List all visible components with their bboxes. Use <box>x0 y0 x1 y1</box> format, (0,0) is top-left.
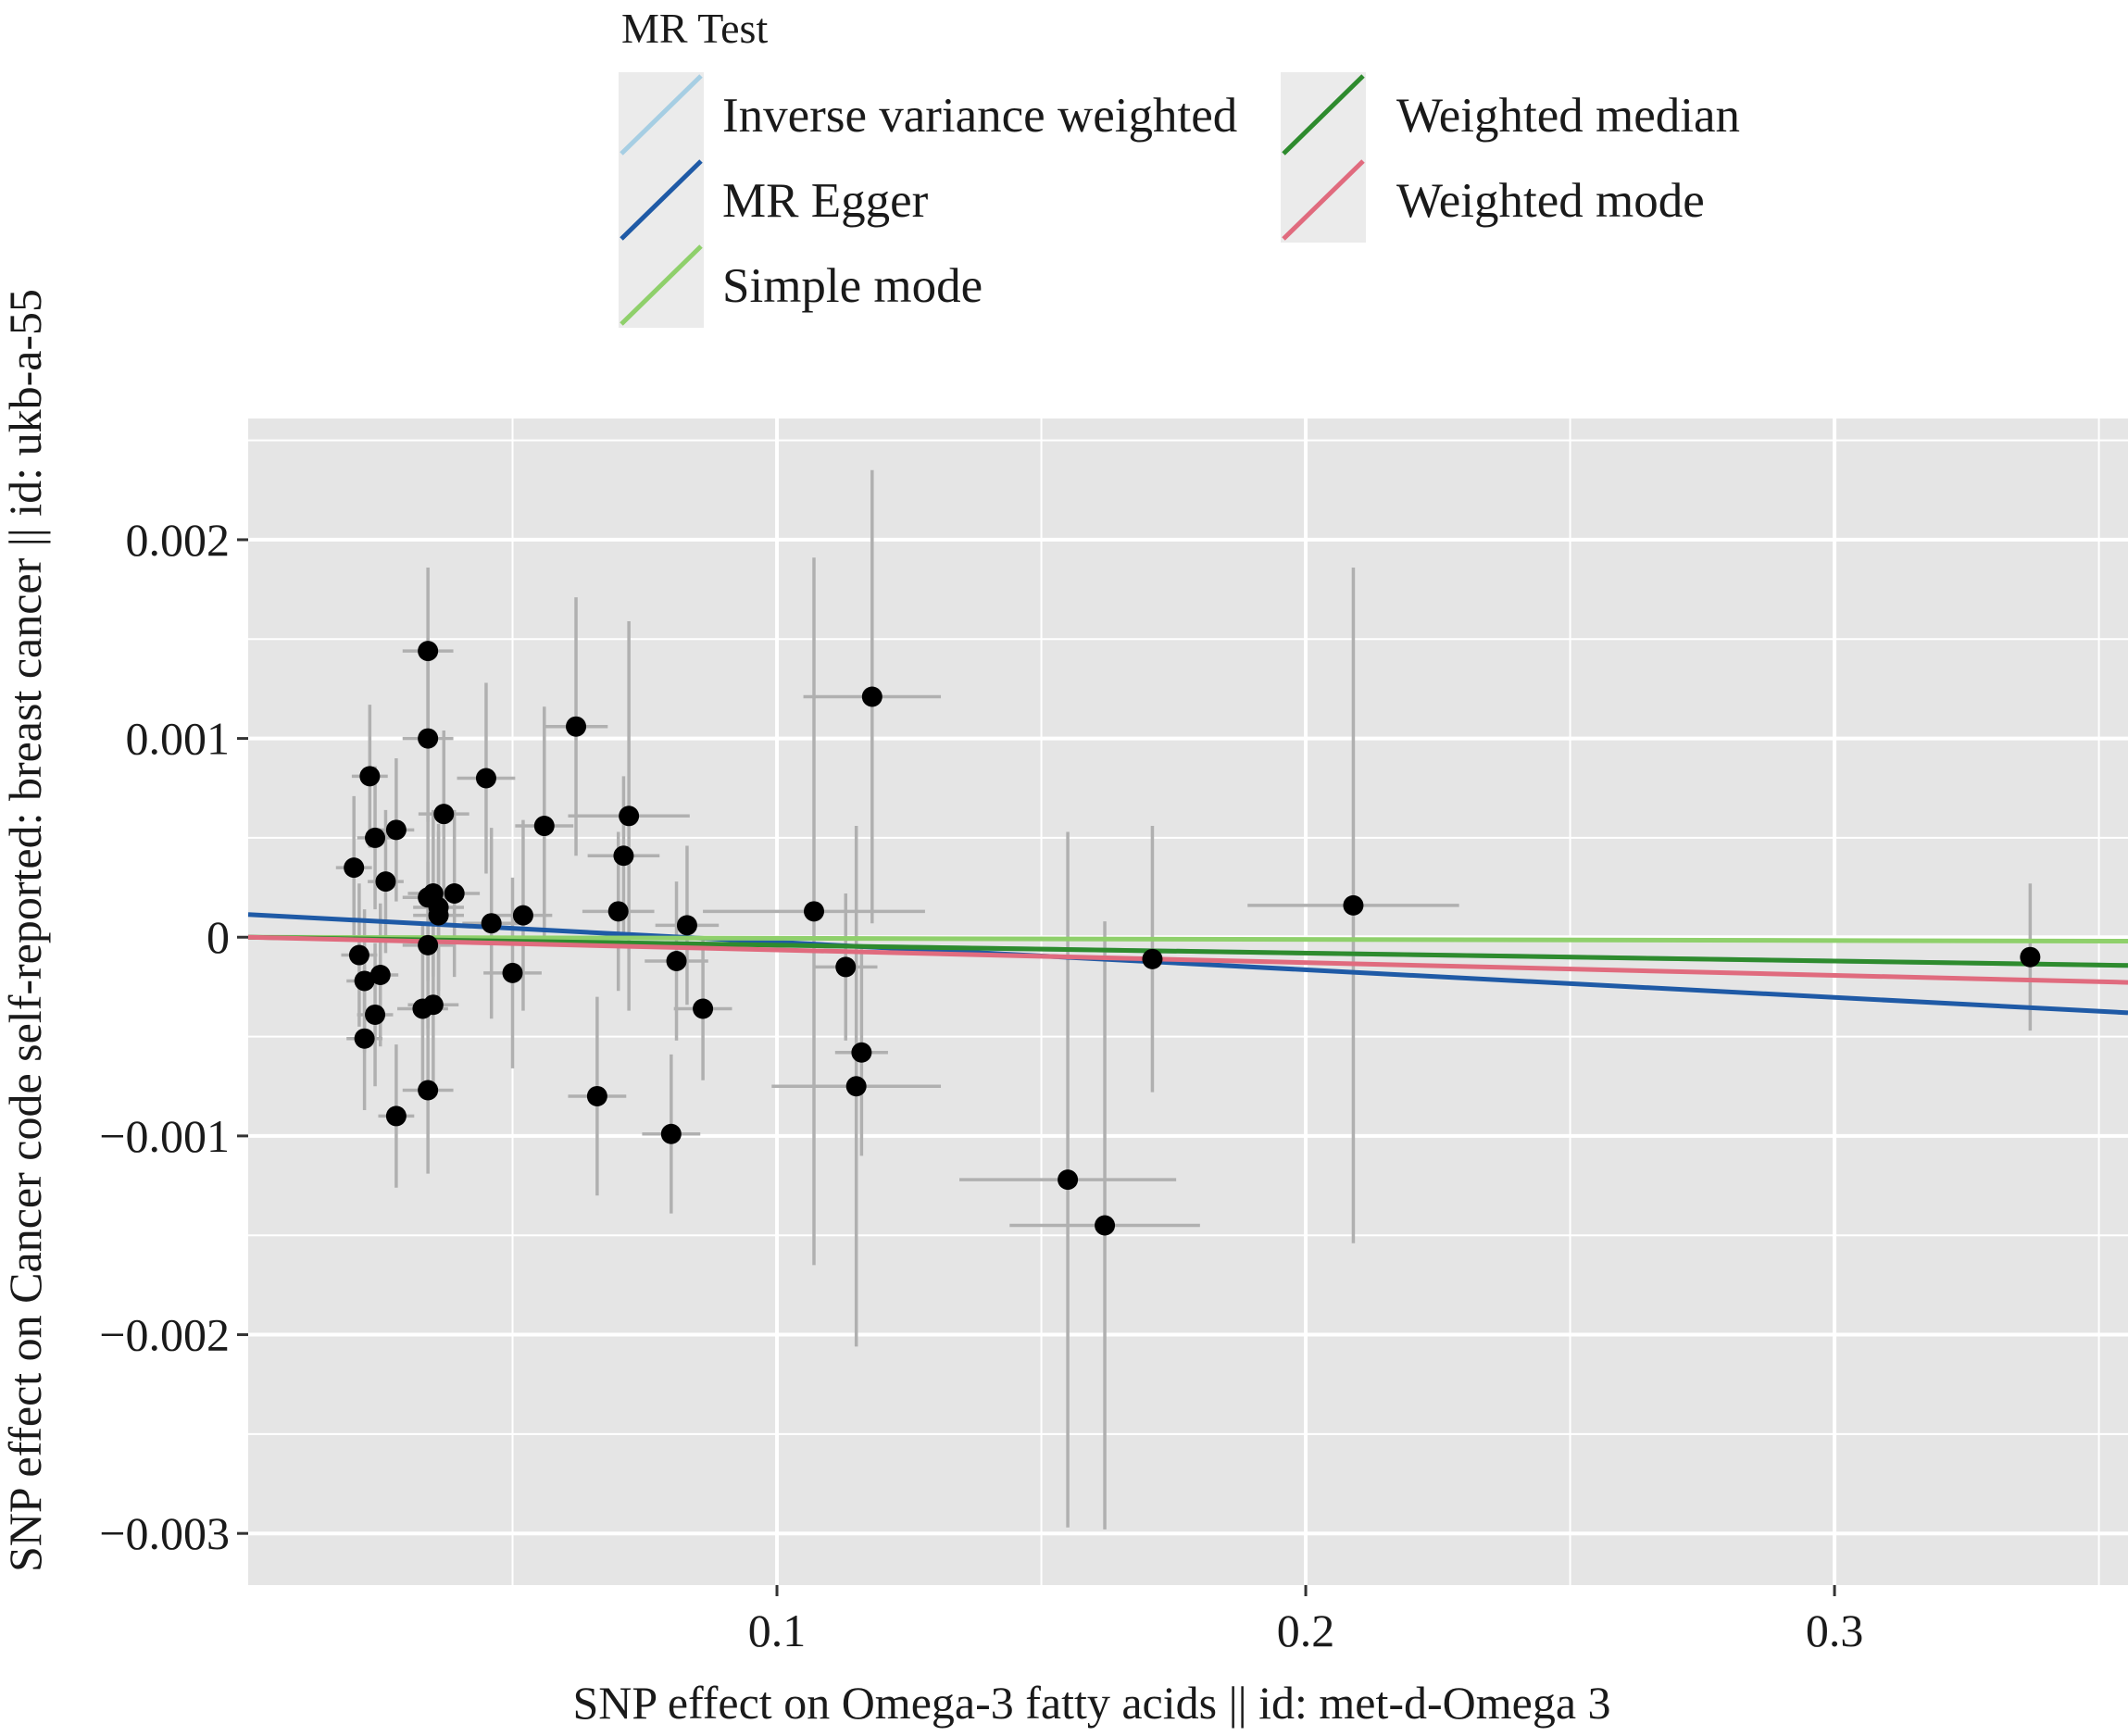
legend-label: Simple mode <box>722 259 983 313</box>
regression-line <box>247 934 2128 968</box>
data-point <box>475 768 496 789</box>
y-tick-label: 0.002 <box>126 514 231 566</box>
legend-item: Weighted median <box>1281 72 1740 157</box>
data-point <box>502 962 523 983</box>
legend-key-line <box>1282 74 1365 156</box>
data-point <box>354 970 375 992</box>
data-point <box>344 857 365 879</box>
data-point <box>444 883 465 905</box>
legend-title: MR Test <box>621 5 768 52</box>
data-point <box>422 994 444 1016</box>
x-tick-label: 0.3 <box>1806 1605 1864 1656</box>
data-point <box>375 871 396 893</box>
data-point <box>613 845 634 867</box>
x-tick-label: 0.1 <box>748 1605 807 1656</box>
data-point <box>428 905 449 926</box>
data-point <box>676 915 697 936</box>
data-point <box>666 950 687 971</box>
data-point <box>851 1042 872 1063</box>
regression-line <box>247 912 2128 1016</box>
legend-label: Weighted mode <box>1396 174 1705 228</box>
data-point <box>845 1076 867 1097</box>
y-tick-label: 0 <box>207 911 230 963</box>
legend-label: MR Egger <box>722 174 929 228</box>
data-point <box>533 816 555 837</box>
data-point <box>385 819 407 841</box>
x-tick-label: 0.2 <box>1277 1605 1335 1656</box>
legend-label: Weighted median <box>1396 89 1740 143</box>
y-tick-label: −0.002 <box>99 1309 230 1361</box>
plot-panel <box>248 418 2128 1585</box>
y-tick-label: −0.001 <box>99 1110 230 1162</box>
legend: MR Test Inverse variance weighted MR Egge… <box>619 5 1740 328</box>
data-point <box>1343 894 1364 916</box>
data-point <box>861 686 882 707</box>
legend-label: Inverse variance weighted <box>722 89 1237 143</box>
data-point <box>481 913 502 934</box>
data-point <box>586 1085 607 1106</box>
legend-key-line <box>620 244 703 326</box>
data-point <box>803 901 824 922</box>
data-point <box>365 827 386 848</box>
legend-items: Inverse variance weighted MR Egger Simple … <box>619 72 1740 328</box>
data-point <box>354 1028 375 1049</box>
regression-line <box>247 934 2128 985</box>
y-axis: 0.002 0.001 0 −0.001 −0.002 −0.003 <box>99 514 248 1559</box>
data-point <box>385 1105 407 1127</box>
legend-item: Weighted mode <box>1281 157 1705 243</box>
y-tick-label: 0.001 <box>126 713 231 765</box>
data-point <box>418 728 439 749</box>
data-points <box>344 641 2041 1236</box>
legend-item: MR Egger <box>619 157 929 243</box>
legend-key-line <box>620 74 703 156</box>
data-point <box>660 1123 682 1144</box>
data-point <box>566 716 587 737</box>
data-point <box>418 934 439 955</box>
regression-lines <box>247 912 2128 1016</box>
y-axis-title: SNP effect on Cancer code self-reported:… <box>0 289 51 1572</box>
data-point <box>693 998 714 1019</box>
legend-item: Inverse variance weighted <box>619 72 1237 157</box>
y-tick-label: −0.003 <box>99 1507 230 1559</box>
legend-item: Simple mode <box>619 243 983 328</box>
data-point <box>512 905 533 926</box>
data-point <box>2020 946 2041 968</box>
legend-key-line <box>620 159 703 241</box>
data-point <box>1095 1215 1116 1236</box>
x-axis: 0.1 0.2 0.3 <box>748 1585 1864 1656</box>
data-point <box>365 1004 386 1025</box>
data-point <box>418 641 439 662</box>
data-point <box>607 901 629 922</box>
data-point <box>1142 948 1163 969</box>
data-point <box>418 1080 439 1101</box>
data-point <box>359 766 381 787</box>
data-point <box>835 956 857 978</box>
data-point <box>348 944 369 966</box>
x-axis-title: SNP effect on Omega-3 fatty acids || id:… <box>572 1677 1610 1729</box>
data-point <box>1058 1169 1079 1191</box>
legend-key-line <box>1282 159 1365 241</box>
regression-line <box>247 934 2128 944</box>
data-point <box>369 965 391 986</box>
data-point <box>619 806 640 827</box>
data-point <box>433 804 455 825</box>
